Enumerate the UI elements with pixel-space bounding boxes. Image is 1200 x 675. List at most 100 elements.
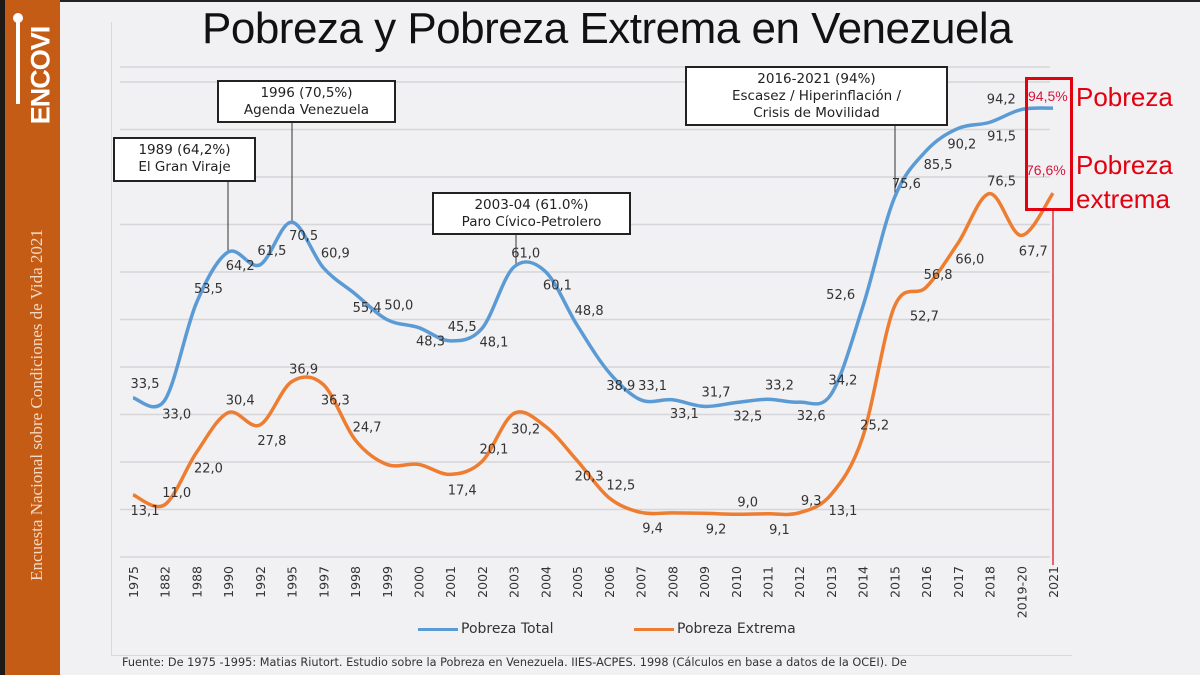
highlight-box — [1025, 77, 1073, 211]
chart-panel — [111, 22, 1072, 656]
data-label: 17,4 — [448, 483, 477, 498]
source-note: Fuente: De 1975 -1995: Matias Riutort. E… — [122, 656, 907, 669]
data-label: 94,2 — [987, 93, 1016, 108]
legend-label: Pobreza Total — [461, 621, 554, 637]
x-tick-label: 2003 — [507, 566, 522, 598]
x-tick-label: 2012 — [792, 566, 807, 598]
x-tick-label: 2014 — [856, 566, 871, 598]
data-label: 45,5 — [448, 320, 477, 335]
x-tick-label: 1998 — [348, 566, 363, 598]
x-tick-label: 1992 — [253, 566, 268, 598]
annotation-line: Escasez / Hiperinflación / — [731, 88, 902, 104]
data-label: 20,1 — [479, 443, 508, 458]
data-label: 9,1 — [769, 523, 790, 538]
pobreza-extrema-line — [132, 191, 1055, 517]
x-tick-label: 1990 — [221, 566, 236, 598]
data-label: 61,5 — [257, 244, 286, 259]
data-label: 13,1 — [828, 504, 857, 519]
x-tick-label: 2009 — [697, 566, 712, 598]
data-label: 32,6 — [797, 409, 826, 424]
annotation-line: 1996 (70,5%) — [260, 85, 353, 101]
x-tick-label: 2005 — [570, 566, 585, 598]
data-label: 70,5 — [289, 229, 318, 244]
x-tick-label: 2006 — [602, 566, 617, 598]
data-label: 30,2 — [511, 423, 540, 438]
x-tick-label: 2019-20 — [1014, 566, 1029, 618]
x-tick-label: 1988 — [189, 566, 204, 598]
annotation-line: 2003-04 (61.0%) — [474, 197, 589, 213]
pobreza-extrema-label-1: Pobreza — [1076, 150, 1173, 180]
annotation-line: Paro Cívico-Petrolero — [461, 214, 602, 230]
data-label: 20,3 — [575, 470, 604, 485]
x-tick-label: 2010 — [729, 566, 744, 598]
pobreza-2021-value: 94,5% — [1028, 88, 1068, 104]
x-tick-label: 2004 — [538, 566, 553, 598]
legend-swatch — [418, 627, 458, 631]
data-label: 27,8 — [257, 434, 286, 449]
data-label: 52,6 — [826, 288, 855, 303]
x-tick-label: 1999 — [380, 566, 395, 598]
data-label: 90,2 — [947, 138, 976, 153]
annotation-2016-2021: 2016-2021 (94%) Escasez / Hiperinflación… — [685, 66, 948, 126]
data-label: 60,9 — [321, 247, 350, 262]
annotation-line: 2016-2021 (94%) — [757, 71, 876, 87]
x-tick-label: 2021 — [1046, 566, 1061, 598]
data-label: 55,4 — [353, 301, 382, 316]
data-label: 24,7 — [353, 421, 382, 436]
data-label: 36,9 — [289, 363, 318, 378]
annotation-line: Crisis de Movilidad — [753, 105, 880, 121]
data-label: 48,1 — [479, 336, 508, 351]
legend-swatch — [634, 627, 674, 631]
legend-pobreza-extrema: Pobreza Extrema — [634, 621, 796, 637]
data-label: 33,5 — [131, 377, 160, 392]
data-label: 33,0 — [162, 407, 191, 422]
annotation-line: 1989 (64,2%) — [138, 142, 231, 158]
data-label: 66,0 — [955, 253, 984, 268]
x-tick-label: 2011 — [760, 566, 775, 598]
encovi-sidebar: ENCOVI Encuesta Nacional sobre Condicion… — [5, 0, 60, 675]
data-label: 9,3 — [801, 494, 822, 509]
data-label: 75,6 — [892, 177, 921, 192]
data-label: 34,2 — [828, 374, 857, 389]
x-tick-label: 2015 — [887, 566, 902, 598]
data-label: 32,5 — [733, 410, 762, 425]
x-tick-label: 2002 — [475, 566, 490, 598]
x-tick-label: 2018 — [983, 566, 998, 598]
pobreza-label: Pobreza — [1076, 82, 1173, 112]
data-label: 60,1 — [543, 279, 572, 294]
annotation-line: Agenda Venezuela — [243, 102, 370, 118]
data-label: 67,7 — [1019, 244, 1048, 259]
data-label: 48,8 — [575, 304, 604, 319]
data-label: 38,9 — [606, 379, 635, 394]
data-label: 9,0 — [737, 495, 758, 510]
data-label: 76,5 — [987, 175, 1016, 190]
legend-label: Pobreza Extrema — [677, 621, 796, 637]
data-label: 9,4 — [642, 521, 663, 536]
data-label: 53,5 — [194, 282, 223, 297]
data-label: 25,2 — [860, 418, 889, 433]
data-label: 33,1 — [638, 379, 667, 394]
data-label: 22,0 — [194, 462, 223, 477]
data-label: 9,2 — [706, 522, 727, 537]
x-tick-label: 1995 — [285, 566, 300, 598]
x-tick-label: 2016 — [919, 566, 934, 598]
data-label: 33,2 — [765, 378, 794, 393]
data-label: 91,5 — [987, 129, 1016, 144]
chart-title: Pobreza y Pobreza Extrema en Venezuela — [202, 4, 1013, 53]
data-label: 48,3 — [416, 335, 445, 350]
annotation-2003: 2003-04 (61.0%) Paro Cívico-Petrolero — [432, 192, 631, 235]
data-label: 56,8 — [924, 268, 953, 283]
data-label: 33,1 — [670, 407, 699, 422]
x-tick-label: 2008 — [665, 566, 680, 598]
x-tick-label: 2017 — [951, 566, 966, 598]
pobreza-extrema-label-2: extrema — [1076, 184, 1170, 214]
data-label: 12,5 — [606, 479, 635, 494]
left-edge — [0, 0, 5, 675]
data-label: 36,3 — [321, 394, 350, 409]
data-label: 61,0 — [511, 246, 540, 261]
annotation-1989: 1989 (64,2%) El Gran Viraje — [113, 137, 256, 182]
data-label: 52,7 — [910, 310, 939, 325]
data-label: 85,5 — [924, 158, 953, 173]
x-tick-label: 2013 — [824, 566, 839, 598]
data-label: 50,0 — [384, 299, 413, 314]
